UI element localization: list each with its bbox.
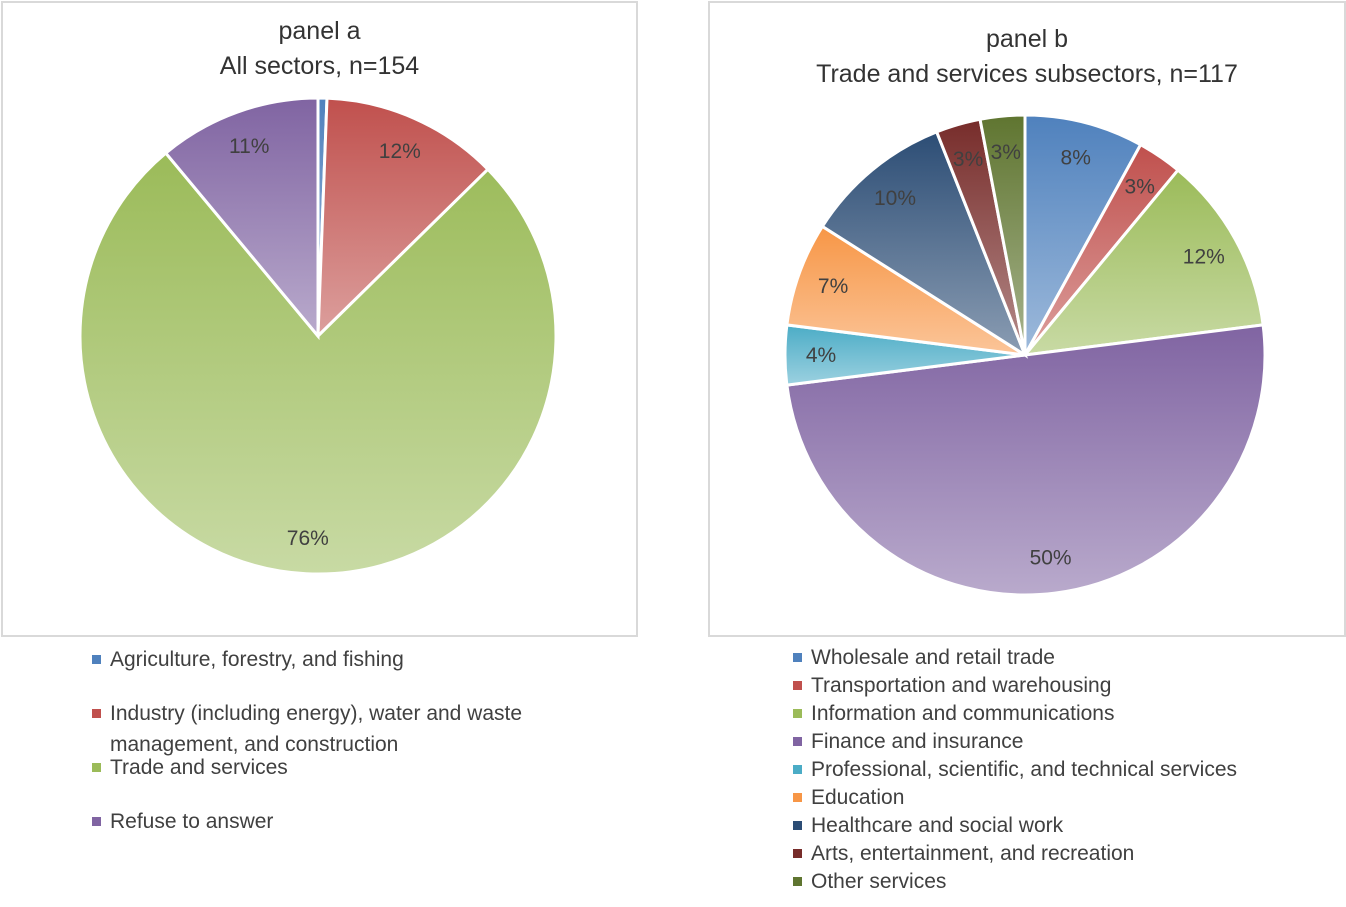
panel-a-legend: Agriculture, forestry, and fishing Indus… (92, 644, 612, 844)
panel-a-title: panel a All sectors, n=154 (1, 14, 638, 84)
panel-b-data-label-healthcare-and-social-work: 10% (874, 187, 916, 210)
legend-swatch-transportation (793, 681, 802, 690)
panel-b-slice-healthcare-and-social-work (820, 129, 1029, 359)
legend-label-other-services: Other services (811, 870, 947, 893)
legend-label-finance: Finance and insurance (811, 730, 1024, 753)
legend-label-industry-line-1: Industry (including energy), water and w… (110, 702, 523, 725)
panel-b-data-label-finance-and-insurance: 50% (1030, 546, 1072, 569)
panel-a-slice-industry-including-energy-water-and-wast (316, 96, 491, 340)
legend-swatch-wholesale (793, 653, 802, 662)
legend-label-agriculture: Agriculture, forestry, and fishing (110, 648, 404, 671)
legend-label-industry: Industry (including energy), water and w… (110, 698, 522, 760)
legend-swatch-refuse (92, 817, 101, 826)
legend-swatch-education (793, 793, 802, 802)
legend-swatch-arts (793, 849, 802, 858)
panel-a-data-label-refuse-to-answer: 11% (229, 135, 269, 158)
legend-swatch-industry (92, 709, 101, 718)
panel-a-slice-refuse-to-answer (163, 96, 320, 341)
panel-b-slice-finance-and-insurance (785, 323, 1267, 597)
panel-b-title-line-2: Trade and services subsectors, n=117 (816, 60, 1238, 88)
legend-swatch-agriculture (92, 655, 101, 664)
panel-a-title-line-2: All sectors, n=154 (219, 52, 420, 80)
panel-b-data-label-professional-scientific-and-technical-se: 4% (806, 344, 836, 367)
panel-a-pie: 12% 76% 11% (78, 96, 558, 576)
legend-swatch-healthcare (793, 821, 802, 830)
panel-b-slice-education (785, 224, 1026, 357)
panel-b-data-label-arts-entertainment-and-recreation: 3% (953, 148, 983, 171)
panel-a-slice-trade-and-services (78, 150, 558, 576)
legend-swatch-professional (793, 765, 802, 774)
panel-a-data-label-trade-and-services: 76% (287, 527, 329, 550)
legend-label-refuse: Refuse to answer (110, 810, 274, 833)
panel-b-title: panel b Trade and services subsectors, n… (708, 22, 1346, 92)
panel-b-data-label-education: 7% (818, 275, 848, 298)
panel-b-title-line-1: panel b (985, 25, 1069, 53)
legend-swatch-finance (793, 737, 802, 746)
panel-a-data-label-industry-including-energy-water-and-wast: 12% (379, 140, 421, 163)
legend-swatch-trade-services (92, 763, 101, 772)
legend-label-wholesale: Wholesale and retail trade (811, 646, 1055, 669)
panel-a-title-line-1: panel a (278, 17, 361, 45)
legend-label-information: Information and communications (811, 702, 1115, 725)
panel-b-data-label-information-and-communications: 12% (1183, 246, 1225, 269)
legend-swatch-information (793, 709, 802, 718)
panel-b-pie: 8% 3% 12% 50% 4% 7% 10% 3% 3% (783, 113, 1267, 597)
panel-b-data-label-other-services: 3% (991, 141, 1021, 164)
legend-label-arts: Arts, entertainment, and recreation (811, 842, 1135, 865)
legend-label-healthcare: Healthcare and social work (811, 814, 1064, 837)
panel-b-data-label-wholesale-and-retail-trade: 8% (1061, 146, 1091, 169)
legend-label-transportation: Transportation and warehousing (811, 674, 1112, 697)
panel-b-legend: Wholesale and retail trade Transportatio… (793, 642, 1333, 904)
panel-b-slice-information-and-communications (1021, 167, 1265, 357)
legend-label-industry-line-2: management, and construction (110, 733, 399, 756)
panel-b-slice-other-services (978, 113, 1027, 356)
legend-label-professional: Professional, scientific, and technical … (811, 758, 1238, 781)
legend-swatch-other-services (793, 877, 802, 886)
legend-label-education: Education (811, 786, 905, 809)
legend-label-trade-services: Trade and services (110, 756, 288, 779)
panel-b-slice-wholesale-and-retail-trade (1023, 113, 1143, 356)
panel-b-data-label-transportation-and-warehousing: 3% (1125, 175, 1155, 198)
